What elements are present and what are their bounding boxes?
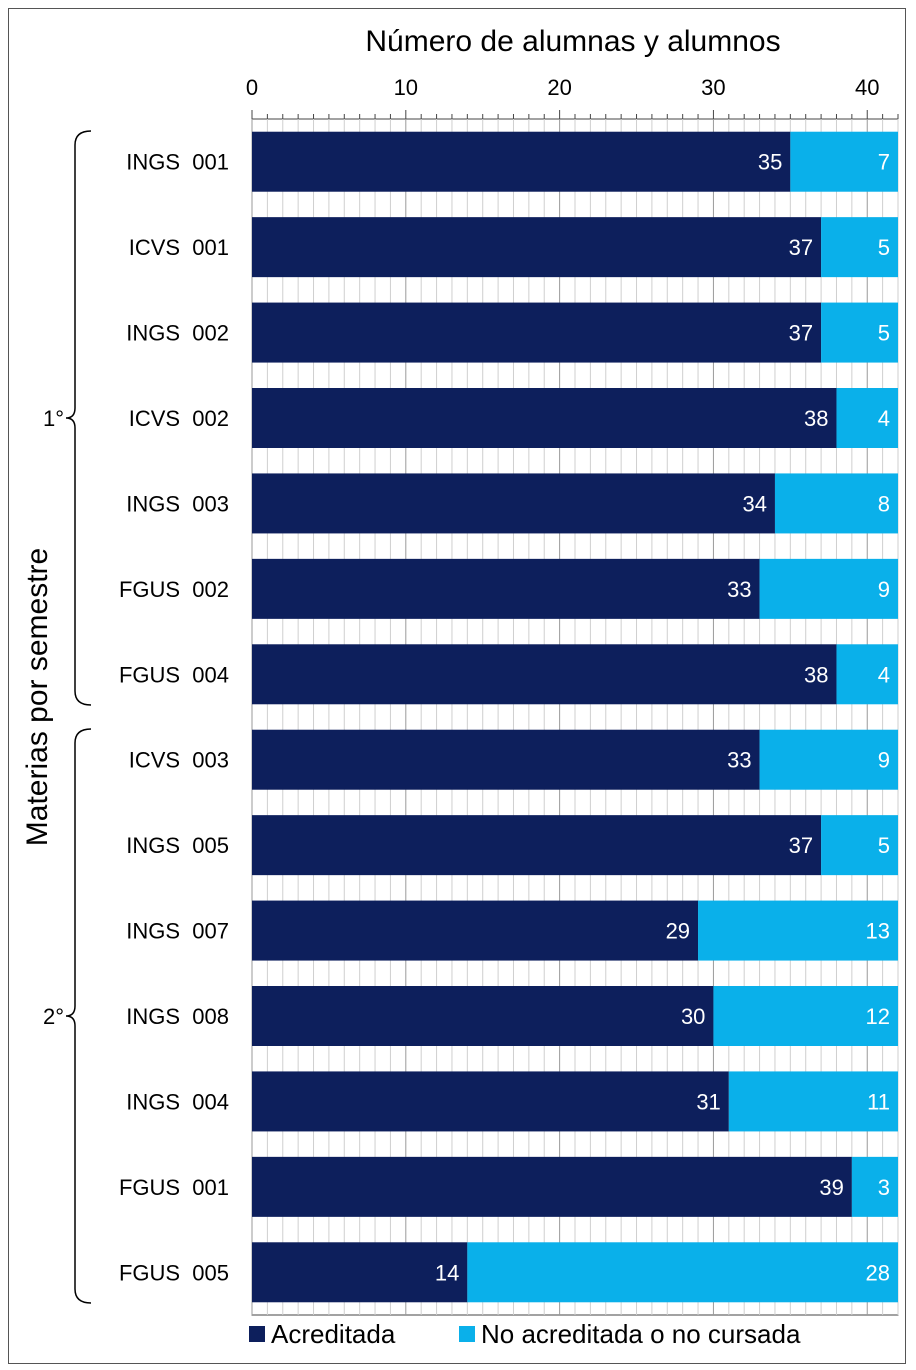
data-label: 38 xyxy=(804,662,828,687)
bar-segment xyxy=(790,131,898,192)
bar-segment xyxy=(252,388,837,448)
group-brace xyxy=(65,728,92,1304)
legend-label: Acreditada xyxy=(271,1319,396,1349)
bar-segment xyxy=(821,302,898,363)
bar-segment xyxy=(252,644,837,705)
category-label: INGS 003 xyxy=(126,491,229,516)
x-tick-label: 10 xyxy=(394,75,418,100)
category-label: INGS 005 xyxy=(126,833,229,858)
y-axis-label: Materias por semestre xyxy=(21,548,54,846)
bar-segment xyxy=(698,900,898,961)
data-label: 8 xyxy=(878,491,890,516)
bar-segment xyxy=(252,302,822,363)
data-label: 38 xyxy=(804,406,828,431)
bar-segment xyxy=(252,473,775,534)
category-label: FGUS 004 xyxy=(119,662,229,687)
chart-frame: Número de alumnas y alumnos Materias por… xyxy=(8,8,906,1364)
category-label: ICVS 002 xyxy=(129,406,229,431)
data-label: 7 xyxy=(878,150,890,175)
semester-groups: 1° 2° xyxy=(43,130,92,1304)
data-label: 39 xyxy=(819,1175,843,1200)
bar-segment xyxy=(759,729,898,790)
legend: Acreditada No acreditada o no cursada xyxy=(249,1319,801,1349)
category-label: INGS 001 xyxy=(126,150,229,175)
data-label: 5 xyxy=(878,833,890,858)
category-label: INGS 002 xyxy=(126,321,229,346)
bar-segment xyxy=(759,558,898,619)
data-label: 28 xyxy=(866,1260,890,1285)
data-label: 35 xyxy=(758,150,782,175)
bar-segment xyxy=(252,1242,468,1303)
data-label: 34 xyxy=(742,491,766,516)
group-label: 2° xyxy=(43,1004,64,1029)
data-label: 31 xyxy=(696,1089,720,1114)
category-label: FGUS 005 xyxy=(119,1260,229,1285)
data-label: 37 xyxy=(789,321,813,346)
x-tick-label: 20 xyxy=(547,75,571,100)
data-label: 3 xyxy=(878,1175,890,1200)
bar-segment xyxy=(252,900,699,961)
x-tick-label: 0 xyxy=(246,75,258,100)
category-label: INGS 007 xyxy=(126,919,229,944)
data-label: 14 xyxy=(435,1260,459,1285)
bar-segment xyxy=(252,986,714,1046)
legend-swatch xyxy=(249,1326,265,1342)
bar-segment xyxy=(821,815,898,876)
bar-segment xyxy=(713,986,898,1046)
category-labels: INGS 001 ICVS 001 INGS 002 ICVS 002 INGS 003… xyxy=(119,150,229,1286)
group-brace xyxy=(65,130,92,706)
bar-segment xyxy=(252,1071,729,1132)
data-label: 13 xyxy=(866,919,890,944)
data-label: 37 xyxy=(789,833,813,858)
data-label: 4 xyxy=(878,406,890,431)
data-label: 11 xyxy=(867,1089,890,1114)
category-label: ICVS 003 xyxy=(129,748,229,773)
data-label: 4 xyxy=(878,662,890,687)
legend-swatch xyxy=(459,1326,475,1342)
bar-segment xyxy=(252,815,822,876)
bar-segment xyxy=(836,388,898,448)
bar-segment xyxy=(821,217,898,278)
x-tick-label: 40 xyxy=(855,75,879,100)
category-label: FGUS 002 xyxy=(119,577,229,602)
bar-segment xyxy=(252,729,760,790)
data-label: 12 xyxy=(866,1004,890,1029)
x-tick-label: 30 xyxy=(701,75,725,100)
stacked-bar-chart: Número de alumnas y alumnos Materias por… xyxy=(21,25,899,1349)
bar-segment xyxy=(252,131,791,192)
chart-title: Número de alumnas y alumnos xyxy=(365,25,780,58)
data-label: 33 xyxy=(727,748,751,773)
data-label: 5 xyxy=(878,235,890,260)
data-label: 33 xyxy=(727,577,751,602)
bar-segment xyxy=(836,644,898,705)
bar-segment xyxy=(774,473,898,534)
data-label: 9 xyxy=(878,577,890,602)
category-label: ICVS 001 xyxy=(129,235,229,260)
group-label: 1° xyxy=(43,406,64,431)
category-label: FGUS 001 xyxy=(119,1175,229,1200)
bar-segment xyxy=(252,558,760,619)
data-label: 29 xyxy=(666,919,690,944)
bar-segment xyxy=(252,1156,852,1217)
bar-segment xyxy=(467,1242,898,1303)
data-label: 5 xyxy=(878,321,890,346)
data-label: 30 xyxy=(681,1004,705,1029)
bar-segment xyxy=(728,1071,898,1132)
bar-segment xyxy=(252,217,822,278)
category-label: INGS 008 xyxy=(126,1004,229,1029)
legend-label: No acreditada o no cursada xyxy=(481,1319,801,1349)
data-label: 37 xyxy=(789,235,813,260)
x-axis-ticks: 0 10 20 30 40 xyxy=(246,75,880,100)
data-label: 9 xyxy=(878,748,890,773)
bar-segment xyxy=(851,1156,898,1217)
grid xyxy=(251,110,899,1316)
category-label: INGS 004 xyxy=(126,1089,229,1114)
